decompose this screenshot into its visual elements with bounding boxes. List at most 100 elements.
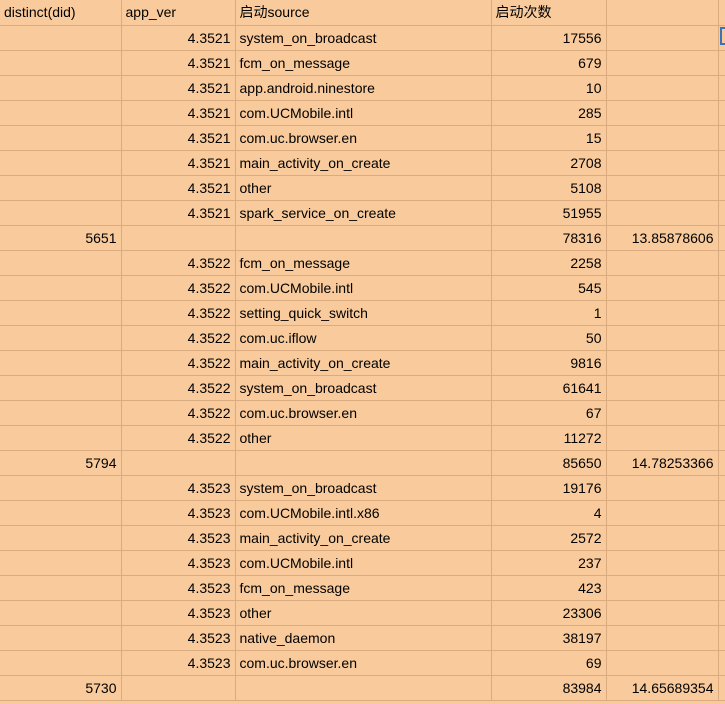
ratio-cell[interactable] bbox=[606, 400, 719, 426]
distinct-did-cell[interactable] bbox=[0, 400, 122, 426]
edge-cell[interactable] bbox=[718, 475, 725, 501]
launch-count-cell[interactable]: 23306 bbox=[491, 600, 607, 626]
ratio-cell[interactable] bbox=[606, 75, 719, 101]
distinct-did-cell[interactable] bbox=[0, 600, 122, 626]
edge-cell[interactable] bbox=[718, 625, 725, 651]
launch-source-cell[interactable] bbox=[235, 450, 492, 476]
ratio-cell[interactable] bbox=[606, 550, 719, 576]
launch-source-cell[interactable]: com.UCMobile.intl bbox=[235, 550, 492, 576]
launch-source-cell[interactable]: fcm_on_message bbox=[235, 250, 492, 276]
edge-cell[interactable] bbox=[718, 150, 725, 176]
ratio-cell[interactable] bbox=[606, 500, 719, 526]
app-ver-cell[interactable] bbox=[121, 225, 236, 251]
distinct-did-cell[interactable] bbox=[0, 125, 122, 151]
edge-cell[interactable] bbox=[718, 175, 725, 201]
launch-source-cell[interactable]: app.android.ninestore bbox=[235, 75, 492, 101]
app-ver-cell[interactable] bbox=[121, 450, 236, 476]
launch-count-cell[interactable]: 19176 bbox=[491, 475, 607, 501]
distinct-did-cell[interactable] bbox=[0, 175, 122, 201]
launch-count-cell[interactable]: 285 bbox=[491, 100, 607, 126]
launch-count-cell[interactable]: 50 bbox=[491, 325, 607, 351]
launch-source-cell[interactable]: main_activity_on_create bbox=[235, 150, 492, 176]
app-ver-cell[interactable]: 4.3522 bbox=[121, 250, 236, 276]
ratio-cell[interactable] bbox=[606, 525, 719, 551]
app-ver-cell[interactable]: 4.3522 bbox=[121, 275, 236, 301]
header-app-ver[interactable]: app_ver bbox=[121, 0, 236, 26]
launch-count-cell[interactable]: 38197 bbox=[491, 625, 607, 651]
edge-cell[interactable] bbox=[718, 675, 725, 701]
edge-cell[interactable] bbox=[718, 50, 725, 76]
ratio-cell[interactable] bbox=[606, 575, 719, 601]
launch-source-cell[interactable]: native_daemon bbox=[235, 625, 492, 651]
edge-cell[interactable] bbox=[718, 325, 725, 351]
launch-source-cell[interactable]: other bbox=[235, 175, 492, 201]
header-distinct-did[interactable]: distinct(did) bbox=[0, 0, 122, 26]
launch-count-cell[interactable]: 1 bbox=[491, 300, 607, 326]
edge-cell[interactable] bbox=[718, 450, 725, 476]
app-ver-cell[interactable]: 4.3521 bbox=[121, 50, 236, 76]
app-ver-cell[interactable]: 4.3522 bbox=[121, 425, 236, 451]
ratio-cell[interactable] bbox=[606, 475, 719, 501]
launch-source-cell[interactable]: com.uc.browser.en bbox=[235, 400, 492, 426]
launch-source-cell[interactable]: com.uc.browser.en bbox=[235, 125, 492, 151]
app-ver-cell[interactable]: 4.3522 bbox=[121, 300, 236, 326]
launch-count-cell[interactable]: 85650 bbox=[491, 450, 607, 476]
launch-source-cell[interactable]: com.uc.iflow bbox=[235, 325, 492, 351]
launch-count-cell[interactable]: 17556 bbox=[491, 25, 607, 51]
launch-source-cell[interactable] bbox=[235, 675, 492, 701]
launch-count-cell[interactable]: 4 bbox=[491, 500, 607, 526]
edge-cell[interactable] bbox=[718, 300, 725, 326]
ratio-cell[interactable]: 13.85878606 bbox=[606, 225, 719, 251]
launch-source-cell[interactable] bbox=[235, 225, 492, 251]
launch-count-cell[interactable]: 5108 bbox=[491, 175, 607, 201]
distinct-did-cell[interactable] bbox=[0, 500, 122, 526]
distinct-did-cell[interactable]: 5651 bbox=[0, 225, 122, 251]
ratio-cell[interactable] bbox=[606, 100, 719, 126]
launch-source-cell[interactable]: com.UCMobile.intl.x86 bbox=[235, 500, 492, 526]
edge-cell[interactable] bbox=[718, 375, 725, 401]
header-launch-source[interactable]: 启动source bbox=[235, 0, 492, 26]
app-ver-cell[interactable]: 4.3522 bbox=[121, 400, 236, 426]
app-ver-cell[interactable]: 4.3523 bbox=[121, 650, 236, 676]
edge-cell[interactable] bbox=[718, 100, 725, 126]
edge-cell[interactable] bbox=[718, 350, 725, 376]
launch-source-cell[interactable]: com.UCMobile.intl bbox=[235, 100, 492, 126]
launch-count-cell[interactable]: 83984 bbox=[491, 675, 607, 701]
ratio-cell[interactable] bbox=[606, 125, 719, 151]
ratio-cell[interactable] bbox=[606, 425, 719, 451]
ratio-cell[interactable] bbox=[606, 350, 719, 376]
launch-count-cell[interactable]: 51955 bbox=[491, 200, 607, 226]
app-ver-cell[interactable]: 4.3523 bbox=[121, 600, 236, 626]
edge-cell[interactable] bbox=[718, 500, 725, 526]
app-ver-cell[interactable]: 4.3522 bbox=[121, 325, 236, 351]
launch-count-cell[interactable]: 423 bbox=[491, 575, 607, 601]
distinct-did-cell[interactable] bbox=[0, 200, 122, 226]
edge-cell[interactable] bbox=[718, 75, 725, 101]
launch-count-cell[interactable]: 9816 bbox=[491, 350, 607, 376]
launch-source-cell[interactable]: system_on_broadcast bbox=[235, 25, 492, 51]
launch-count-cell[interactable]: 11272 bbox=[491, 425, 607, 451]
launch-count-cell[interactable]: 679 bbox=[491, 50, 607, 76]
launch-source-cell[interactable]: com.uc.browser.en bbox=[235, 650, 492, 676]
ratio-cell[interactable] bbox=[606, 25, 719, 51]
distinct-did-cell[interactable] bbox=[0, 575, 122, 601]
edge-cell[interactable] bbox=[718, 600, 725, 626]
distinct-did-cell[interactable] bbox=[0, 275, 122, 301]
header-ratio[interactable] bbox=[606, 0, 719, 26]
distinct-did-cell[interactable] bbox=[0, 150, 122, 176]
launch-source-cell[interactable]: com.UCMobile.intl bbox=[235, 275, 492, 301]
edge-cell[interactable] bbox=[718, 125, 725, 151]
distinct-did-cell[interactable] bbox=[0, 75, 122, 101]
ratio-cell[interactable] bbox=[606, 650, 719, 676]
app-ver-cell[interactable]: 4.3521 bbox=[121, 25, 236, 51]
launch-source-cell[interactable]: other bbox=[235, 425, 492, 451]
launch-source-cell[interactable]: system_on_broadcast bbox=[235, 375, 492, 401]
app-ver-cell[interactable] bbox=[121, 675, 236, 701]
launch-count-cell[interactable]: 78316 bbox=[491, 225, 607, 251]
launch-source-cell[interactable]: spark_service_on_create bbox=[235, 200, 492, 226]
ratio-cell[interactable]: 14.78253366 bbox=[606, 450, 719, 476]
launch-source-cell[interactable]: fcm_on_message bbox=[235, 575, 492, 601]
launch-count-cell[interactable]: 237 bbox=[491, 550, 607, 576]
app-ver-cell[interactable]: 4.3523 bbox=[121, 625, 236, 651]
launch-source-cell[interactable]: main_activity_on_create bbox=[235, 525, 492, 551]
